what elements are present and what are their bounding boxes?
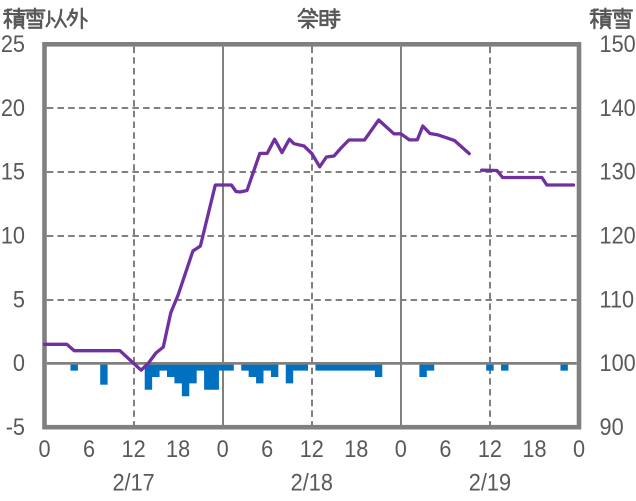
svg-text:0: 0 xyxy=(217,435,229,462)
svg-text:5: 5 xyxy=(13,285,25,312)
svg-text:110: 110 xyxy=(600,285,635,312)
svg-text:150: 150 xyxy=(600,30,636,57)
svg-text:140: 140 xyxy=(600,94,636,121)
svg-text:12: 12 xyxy=(478,435,502,462)
svg-text:18: 18 xyxy=(344,435,368,462)
svg-text:25: 25 xyxy=(1,30,25,57)
svg-text:20: 20 xyxy=(1,94,25,121)
svg-text:130: 130 xyxy=(600,158,636,185)
svg-text:-5: -5 xyxy=(6,413,25,440)
svg-text:2/19: 2/19 xyxy=(469,468,511,495)
svg-text:120: 120 xyxy=(600,222,636,249)
svg-text:0: 0 xyxy=(395,435,407,462)
svg-text:18: 18 xyxy=(166,435,190,462)
svg-text:0: 0 xyxy=(38,435,50,462)
svg-text:2/17: 2/17 xyxy=(112,468,154,495)
svg-text:90: 90 xyxy=(600,413,624,440)
svg-text:6: 6 xyxy=(439,435,451,462)
svg-text:0: 0 xyxy=(13,349,25,376)
svg-text:15: 15 xyxy=(1,158,25,185)
svg-text:2/18: 2/18 xyxy=(291,468,333,495)
svg-text:12: 12 xyxy=(122,435,146,462)
svg-text:6: 6 xyxy=(261,435,273,462)
svg-text:18: 18 xyxy=(522,435,546,462)
svg-text:12: 12 xyxy=(300,435,324,462)
svg-text:100: 100 xyxy=(600,349,636,376)
svg-text:10: 10 xyxy=(1,222,25,249)
svg-text:6: 6 xyxy=(83,435,95,462)
svg-text:0: 0 xyxy=(573,435,585,462)
